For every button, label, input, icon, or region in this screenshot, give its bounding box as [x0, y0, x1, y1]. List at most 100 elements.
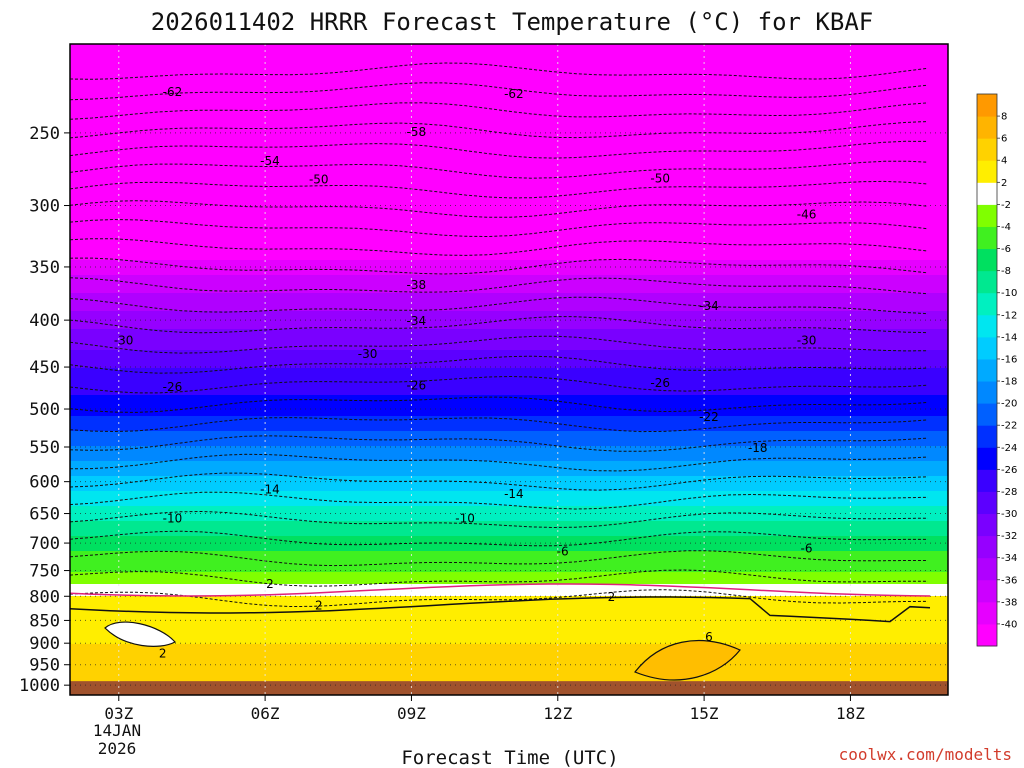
contour-label: -58 — [407, 125, 427, 139]
temperature-band — [70, 332, 948, 336]
temperature-band — [70, 95, 948, 99]
temperature-band — [70, 62, 948, 66]
temperature-band — [70, 638, 948, 642]
temperature-band — [70, 656, 948, 660]
temperature-band — [70, 566, 948, 570]
contour-label: -26 — [407, 378, 427, 392]
temperature-band — [70, 572, 948, 576]
temperature-band — [70, 341, 948, 345]
colorbar-tick-label: -6 — [1001, 244, 1011, 255]
temperature-band — [70, 158, 948, 162]
contour-label: -10 — [163, 512, 183, 526]
temperature-band — [70, 194, 948, 198]
colorbar-swatch — [977, 381, 997, 404]
temperature-band — [70, 185, 948, 189]
colorbar-swatch — [977, 116, 997, 139]
temperature-band — [70, 122, 948, 126]
temperature-band — [70, 104, 948, 108]
temperature-band — [70, 551, 948, 555]
temperature-band — [70, 329, 948, 333]
colorbar-swatch — [977, 248, 997, 272]
temperature-band — [70, 314, 948, 318]
colorbar-swatch — [977, 226, 997, 250]
temperature-band — [70, 464, 948, 468]
temperature-band — [70, 92, 948, 96]
temperature-band — [70, 263, 948, 267]
colorbar-swatch — [977, 557, 997, 581]
temperature-band — [70, 287, 948, 291]
temperature-band — [70, 662, 948, 666]
temperature-band — [70, 173, 948, 177]
temperature-band — [70, 458, 948, 462]
x-tick-label: 18Z — [836, 704, 865, 723]
contour-label: -34 — [699, 299, 719, 313]
y-tick-label: 600 — [29, 473, 60, 493]
temperature-band — [70, 632, 948, 636]
temperature-band — [70, 221, 948, 225]
contour-label: -10 — [455, 512, 475, 526]
temperature-band — [70, 443, 948, 447]
temperature-band — [70, 44, 948, 48]
temperature-band — [70, 620, 948, 624]
y-tick-label: 900 — [29, 634, 60, 654]
colorbar-swatch — [977, 403, 997, 426]
temperature-band — [70, 617, 948, 621]
temperature-band — [70, 146, 948, 150]
temperature-band — [70, 371, 948, 375]
temperature-band — [70, 83, 948, 87]
colorbar-tick-label: -18 — [1001, 377, 1017, 388]
colorbar-swatch — [977, 425, 997, 448]
y-tick-label: 250 — [29, 124, 60, 144]
colorbar-swatch — [977, 336, 997, 360]
temperature-band — [70, 131, 948, 135]
contour-label: -14 — [260, 482, 280, 496]
colorbar-swatch — [977, 447, 997, 470]
y-tick-label: 850 — [29, 611, 60, 631]
temperature-band — [70, 602, 948, 606]
temperature-band — [70, 674, 948, 678]
temperature-band — [70, 467, 948, 471]
temperature-band — [70, 71, 948, 75]
contour-label: 2 — [315, 598, 323, 612]
temperature-band — [70, 392, 948, 396]
contour-label: 2 — [266, 577, 274, 591]
contour-label: 6 — [705, 630, 713, 644]
temperature-band — [70, 404, 948, 408]
temperature-band — [70, 191, 948, 195]
isotherm-lines — [69, 62, 931, 681]
colorbar-swatch — [977, 138, 997, 161]
temperature-band — [70, 548, 948, 552]
colorbar-tick-label: -10 — [1001, 288, 1017, 299]
temperature-band — [70, 527, 948, 531]
temperature-band — [70, 680, 948, 682]
colorbar-tick-label: -16 — [1001, 354, 1017, 365]
colorbar-tick-label: -36 — [1001, 575, 1017, 586]
x-tick-label: 03Z — [104, 704, 133, 723]
temperature-band — [70, 293, 948, 297]
temperature-band — [70, 245, 948, 249]
temperature-band — [70, 275, 948, 279]
temperature-band — [70, 542, 948, 546]
temperature-band — [70, 113, 948, 117]
colorbar-swatch — [977, 94, 997, 117]
contour-label: -62 — [504, 87, 524, 101]
colorbar-tick-label: -28 — [1001, 487, 1017, 498]
temperature-band — [70, 530, 948, 534]
y-tick-label: 800 — [29, 587, 60, 607]
temperature-band — [70, 125, 948, 129]
temperature-band — [70, 437, 948, 441]
temperature-band — [70, 395, 948, 399]
temperature-band — [70, 308, 948, 312]
temperature-band — [70, 386, 948, 390]
temperature-band — [70, 86, 948, 90]
temperature-band — [70, 47, 948, 51]
temperature-band — [70, 224, 948, 228]
temperature-band — [70, 89, 948, 93]
colorbar-frame — [976, 93, 998, 647]
temperature-band — [70, 98, 948, 102]
isotherm-line — [69, 180, 929, 199]
temperature-band — [70, 338, 948, 342]
temperature-band — [70, 167, 948, 171]
two-degree-contour — [69, 596, 931, 623]
temperature-band — [70, 242, 948, 246]
